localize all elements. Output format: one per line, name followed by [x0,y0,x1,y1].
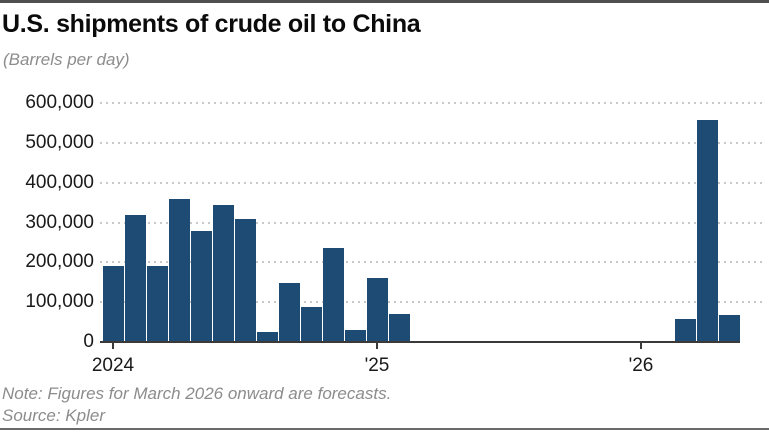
y-axis-tick-label: 600,000 [25,92,94,113]
bar-aug-2024 [257,332,278,342]
y-axis-tick-label: 500,000 [25,131,94,153]
chart-subtitle: (Barrels per day) [3,50,130,69]
chart-note: Note: Figures for March 2026 onward are … [2,384,392,403]
bar-may-2024 [191,231,212,342]
x-axis-tick [640,343,642,349]
bar-nov-2024 [323,248,344,342]
bar-feb-2024 [125,215,146,342]
bar-jan-2024 [103,266,124,342]
y-gridline [100,261,766,264]
bottom-divider [0,428,769,430]
y-axis-tick-label: 300,000 [25,211,94,233]
x-axis-tick-label: '25 [364,355,390,376]
bar-apr-2024 [169,199,190,342]
x-axis-tick [376,343,378,349]
bar-mar-2026 [675,319,696,342]
bar-jun-2024 [213,205,234,342]
bar-may-2026 [719,315,740,342]
top-divider [0,0,769,3]
bar-sep-2024 [279,283,300,342]
x-axis-tick-label: '26 [628,355,654,376]
y-axis-tick-label: 200,000 [25,251,94,273]
x-axis-line [100,341,740,343]
y-gridline [100,301,766,304]
y-axis-tick-label: 100,000 [25,291,94,313]
x-axis-tick [112,343,114,349]
y-gridline [100,102,766,104]
bar-jan-2025 [367,278,388,342]
bar-feb-2025 [389,314,410,342]
bar-dec-2024 [345,330,366,342]
bar-jul-2024 [235,219,256,342]
y-gridline [100,221,766,224]
y-gridline [100,141,766,144]
bar-mar-2024 [147,266,168,342]
x-axis-tick-label: 2024 [91,355,135,376]
y-gridline [100,181,766,184]
bar-oct-2024 [301,307,322,342]
bar-apr-2026 [697,120,718,342]
chart-source: Source: Kpler [2,406,105,425]
chart-title: U.S. shipments of crude oil to China [2,10,421,38]
y-axis-tick-label: 400,000 [25,171,94,193]
y-axis-tick-label: 0 [83,331,94,352]
